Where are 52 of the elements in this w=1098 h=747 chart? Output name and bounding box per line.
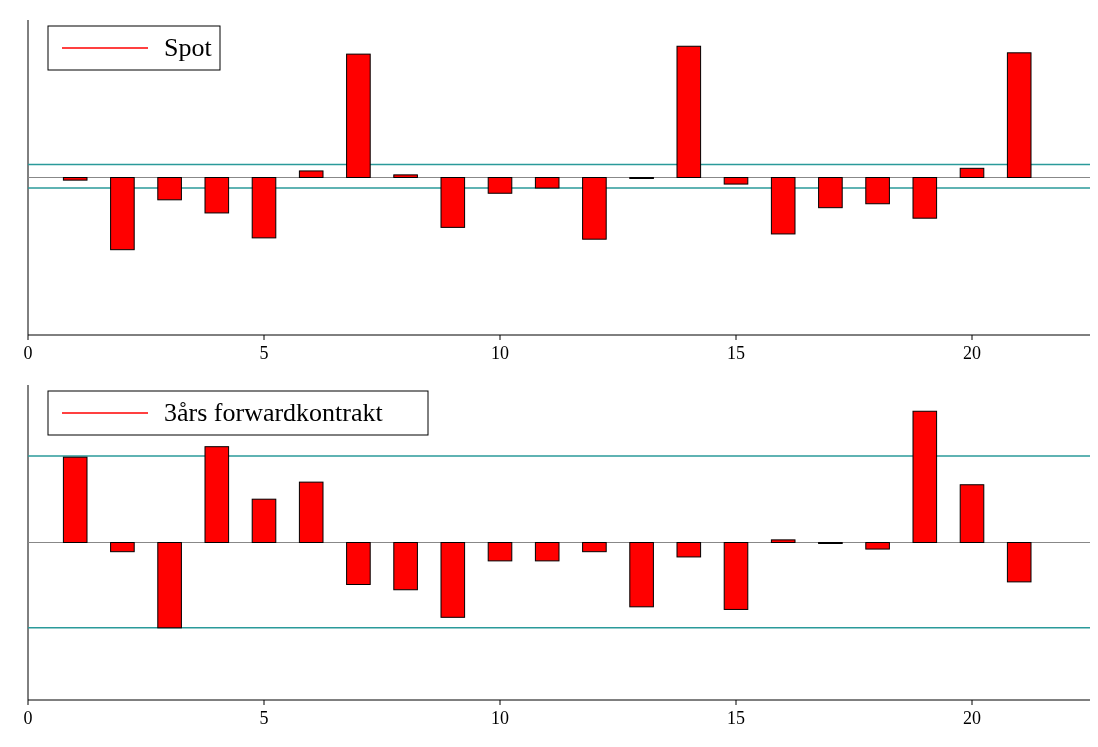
x-tick-label: 20 [963,708,981,728]
bar [818,177,843,209]
x-tick-label: 15 [727,708,745,728]
bar [1006,52,1032,178]
bar [204,446,230,543]
bar [534,542,560,562]
bar [393,542,418,591]
bar [487,177,513,194]
bar [865,177,890,205]
bar [582,542,607,553]
bar [1006,542,1032,583]
bar [440,542,466,618]
bar [298,481,324,543]
x-tick-label: 10 [491,708,509,728]
bar [676,542,702,558]
bar [723,177,749,185]
bar [959,167,985,178]
bar [110,177,135,251]
bar [62,456,88,543]
bar [487,542,513,562]
bar [62,177,88,181]
bar [393,174,418,178]
bar [157,542,182,629]
x-tick-label: 15 [727,343,745,363]
bar [582,177,607,240]
bar [346,542,371,585]
x-tick-label: 10 [491,343,509,363]
bar [723,542,749,610]
x-tick-label: 0 [23,708,33,728]
bar [204,177,230,214]
bar [157,177,182,201]
legend-label: 3års forwardkontrakt [164,398,384,427]
bar [110,542,135,553]
bar [865,542,890,550]
x-tick-label: 5 [259,708,269,728]
bar [770,539,796,543]
x-tick-label: 5 [259,343,269,363]
bar [629,542,654,608]
bar [676,45,702,178]
x-tick-label: 20 [963,343,981,363]
bar [298,170,324,178]
bar [251,177,277,239]
bar [912,410,938,543]
bar [534,177,560,189]
bar [912,177,938,219]
legend-label: Spot [164,33,213,62]
bar [251,498,277,543]
bar [346,53,371,178]
bar [770,177,796,235]
x-tick-label: 0 [23,343,33,363]
bar [959,484,985,543]
bar [440,177,466,228]
